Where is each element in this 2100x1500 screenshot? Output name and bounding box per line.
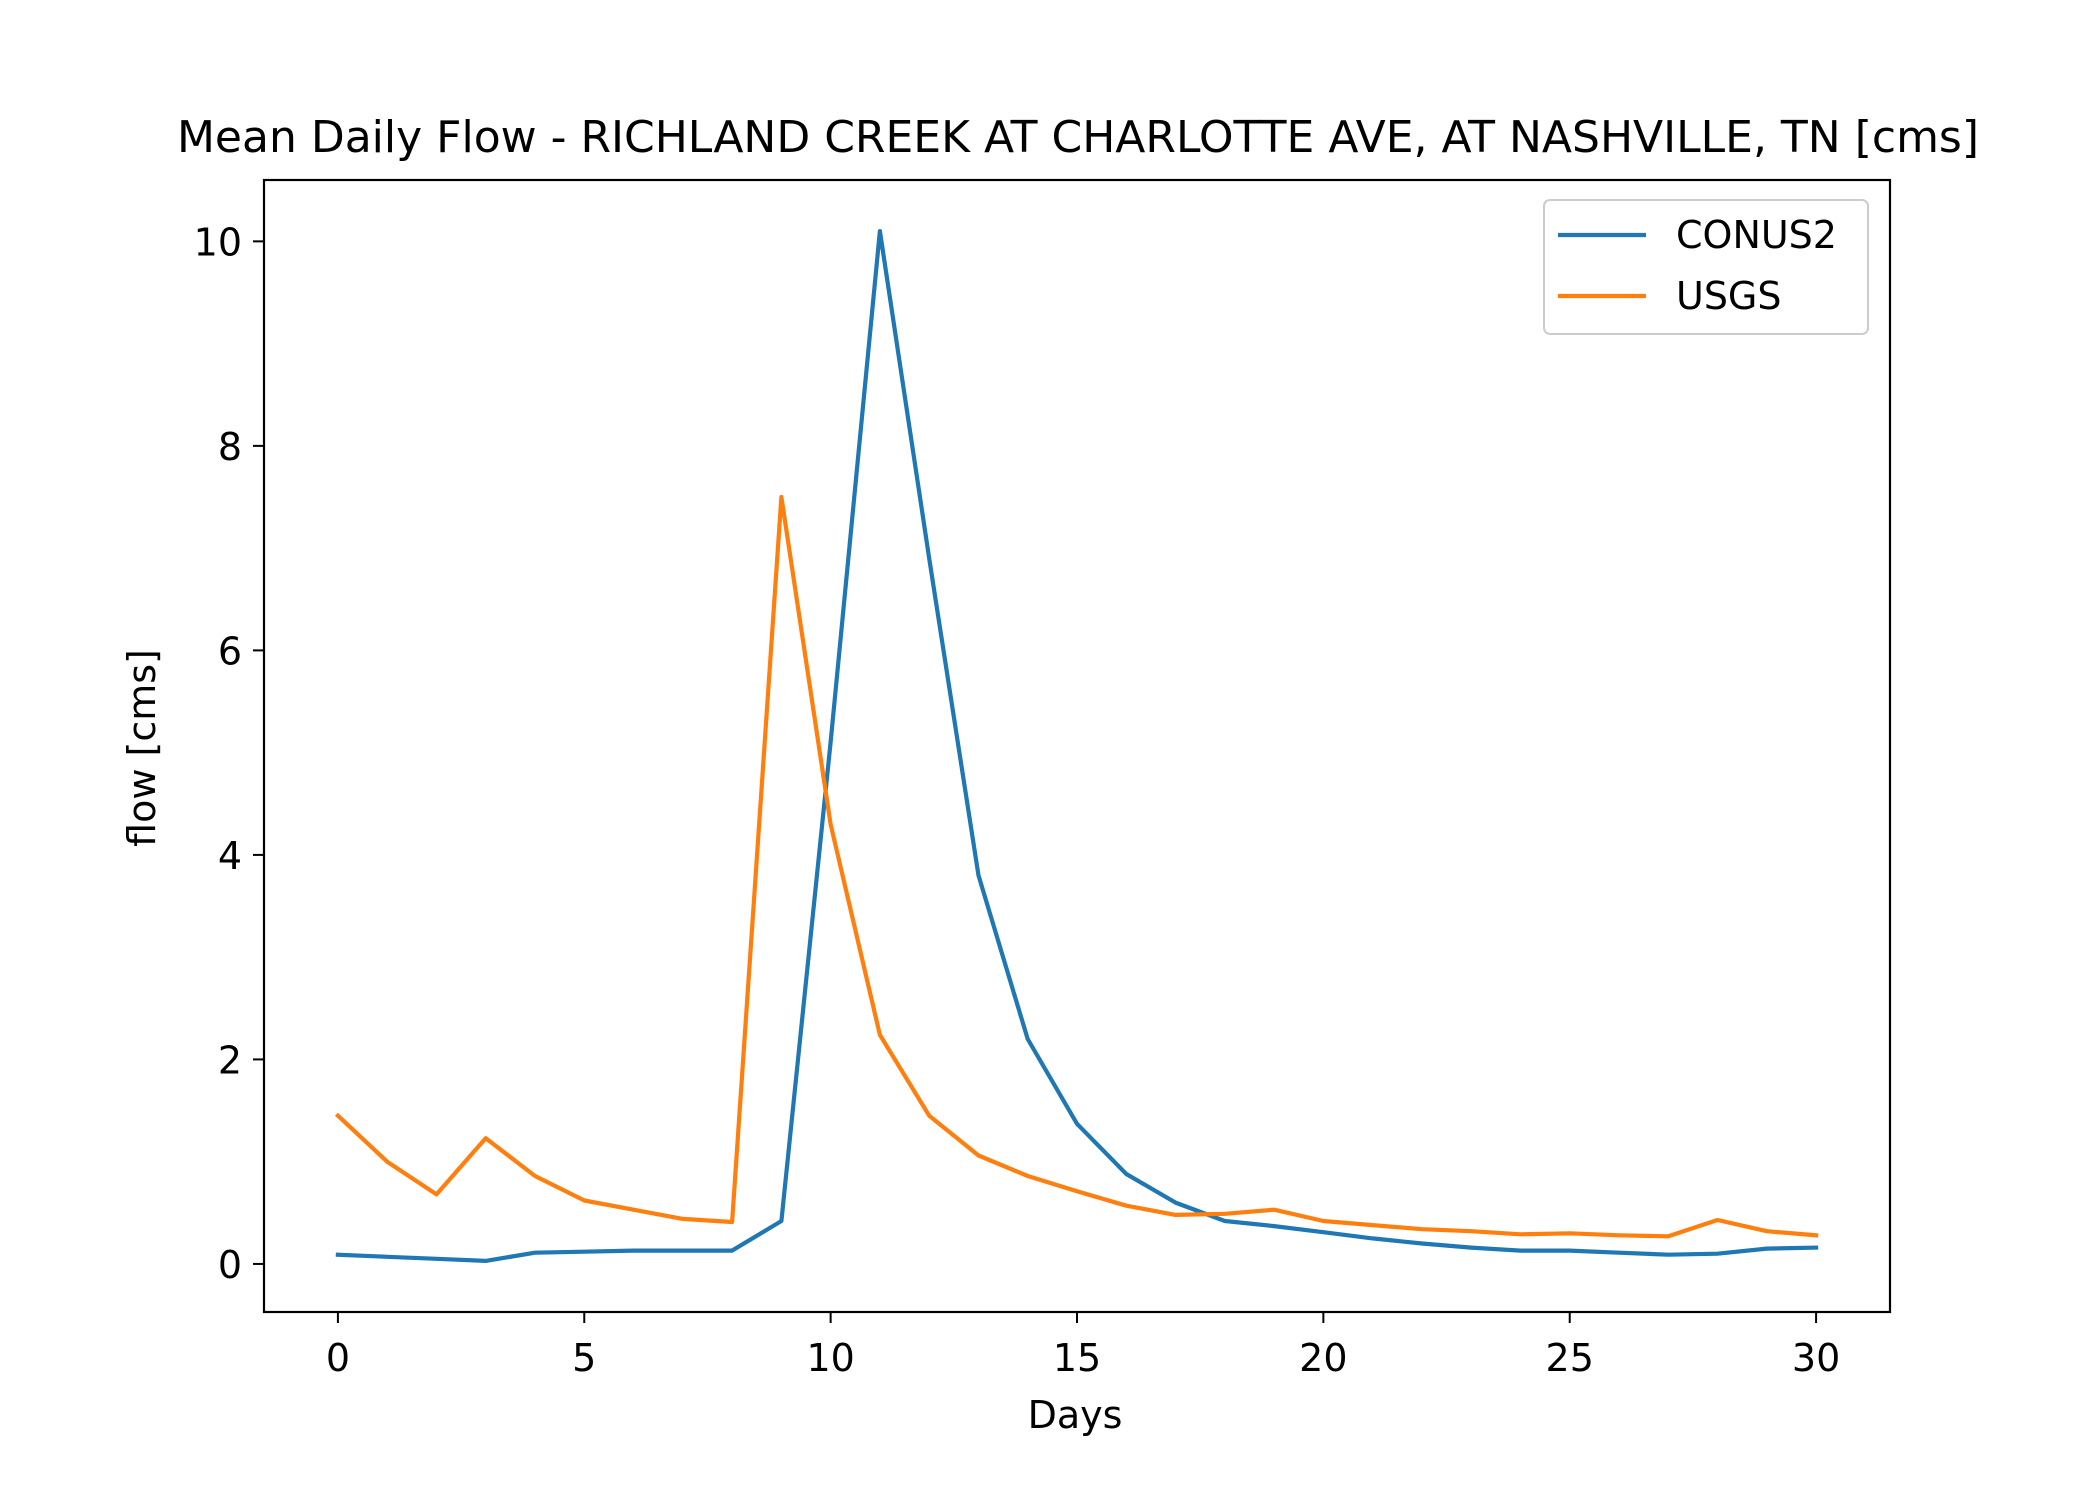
x-tick-label: 20	[1299, 1336, 1347, 1380]
y-tick-label: 8	[218, 425, 242, 469]
chart-title: Mean Daily Flow - RICHLAND CREEK AT CHAR…	[177, 112, 1979, 163]
series-line-conus2	[335, 229, 1819, 1264]
y-tick-label: 0	[218, 1243, 242, 1287]
legend-label-conus2: CONUS2	[1676, 213, 1837, 257]
legend: CONUS2 USGS	[1543, 199, 1869, 335]
y-axis-label: flow [cms]	[120, 649, 164, 847]
series-line-usgs	[334, 494, 1819, 1239]
x-tick-label: 10	[806, 1336, 854, 1380]
y-tick-label: 4	[218, 834, 242, 878]
x-tick-label: 0	[326, 1336, 350, 1380]
plot-area: 0 5 10 15 20 25 30 0 2 4 6 8 10	[194, 178, 1892, 1380]
x-tick-label: 15	[1053, 1336, 1101, 1380]
legend-label-usgs: USGS	[1676, 274, 1782, 318]
x-tick-label: 30	[1792, 1336, 1840, 1380]
x-tick-label: 25	[1546, 1336, 1594, 1380]
x-tick-label: 5	[572, 1336, 596, 1380]
y-tick-label: 2	[218, 1038, 242, 1082]
x-axis-label: Days	[1028, 1393, 1123, 1437]
y-tick-label: 10	[194, 220, 242, 264]
y-tick-label: 6	[218, 629, 242, 673]
